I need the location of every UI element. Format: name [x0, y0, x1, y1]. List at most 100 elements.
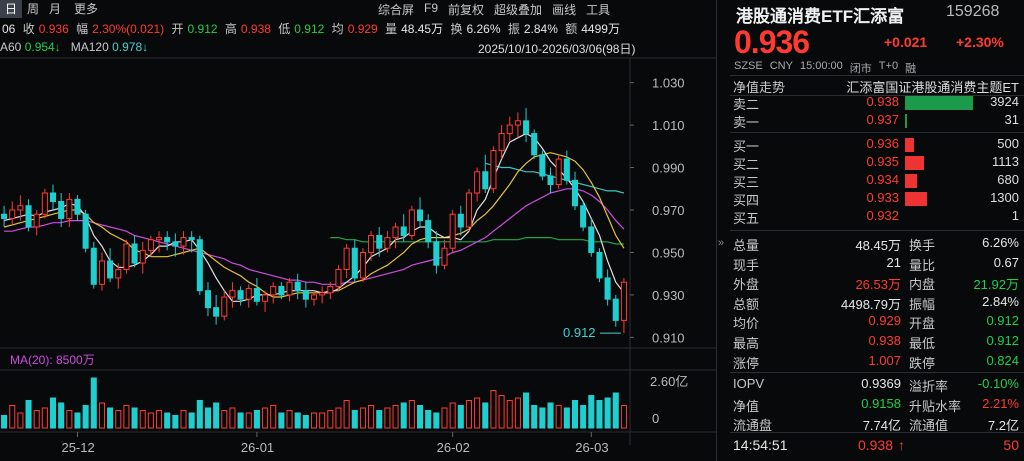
collapse-toggle-icon[interactable]: »: [718, 237, 725, 249]
candle-body: [66, 198, 73, 219]
stat-value: 26.53万: [855, 277, 901, 293]
candle-body: [41, 192, 48, 215]
candle-body: [221, 296, 228, 317]
candle-body: [139, 249, 146, 264]
volume-bar: [188, 412, 195, 429]
volume-bar: [905, 174, 917, 188]
orderbook-row[interactable]: 卖二 0.938 3924: [733, 94, 1019, 112]
price-change: +0.021: [884, 34, 928, 50]
volume-bar: [196, 400, 203, 429]
orderbook-row[interactable]: 买三 0.934 680: [733, 172, 1019, 190]
turn-value: 6.26%: [466, 22, 501, 36]
stat-label: 外盘: [733, 277, 760, 293]
ma60-line: [330, 237, 624, 245]
volume-max-label: 2.60亿: [650, 374, 688, 389]
candle-body: [596, 251, 603, 279]
summary-row: 流通盘 7.74亿 流通值 7.2亿: [733, 415, 1019, 433]
tab-day[interactable]: 日: [0, 0, 22, 18]
candle-body: [490, 150, 497, 190]
amt-label: 额: [565, 22, 578, 36]
orderbook-row[interactable]: 买二 0.935 1113: [733, 154, 1019, 172]
volume-bar: [262, 407, 269, 429]
volume-bar: [465, 400, 472, 429]
level-label: 卖二: [733, 97, 760, 112]
tab-month[interactable]: 月: [48, 2, 61, 16]
toolbar-draw-button[interactable]: 画线: [552, 3, 577, 17]
candle-body: [555, 158, 562, 186]
stat-value: 0.912: [986, 313, 1019, 329]
price-change-pct: +2.30%: [956, 34, 1004, 50]
candle-body: [115, 268, 122, 279]
volume-bar: [131, 407, 138, 429]
candle-body: [123, 243, 130, 270]
level-label: 买二: [733, 157, 760, 172]
price-axis: 1.030 1.010 0.990 0.970 0.950 0.930 0.910: [630, 76, 685, 345]
tab-week[interactable]: 周: [26, 2, 39, 16]
level-qty: 1: [1011, 208, 1019, 223]
stat-value: 0.67: [993, 254, 1019, 270]
volume-bar: [139, 410, 146, 429]
candle-body: [156, 237, 163, 241]
fund-nav-row[interactable]: 净值走势 汇添富国证港股通消费主题ET: [733, 77, 1019, 95]
toolbar-f9-button[interactable]: F9: [424, 1, 439, 15]
stat-label: 总额: [733, 296, 760, 312]
stat-label: 跌停: [909, 355, 936, 371]
close-value: 0.936: [38, 22, 69, 36]
volume-bar: [180, 410, 187, 429]
volume-bar: [905, 138, 914, 152]
volume-bar: [449, 402, 456, 429]
orderbook-row[interactable]: 买一 0.936 500: [733, 136, 1019, 154]
volume-bar: [327, 410, 334, 429]
kline-chart[interactable]: 1.030 1.010 0.990 0.970 0.950 0.930 0.910 2.60…: [0, 0, 716, 461]
stat-label: 涨停: [733, 355, 760, 371]
volume-bar: [539, 407, 546, 429]
volume-bar: [905, 114, 907, 128]
candle-body: [335, 268, 342, 287]
volume-bar: [286, 410, 293, 429]
candle-body: [514, 120, 521, 126]
high-label: 高: [224, 22, 237, 36]
market-meta: SZSE CNY 15:00:00 闭市 T+0 融: [734, 60, 916, 76]
orderbook-row[interactable]: 买五 0.932 1: [733, 208, 1019, 226]
price-tick-label: 1.030: [652, 76, 685, 91]
candle-body: [164, 237, 171, 243]
volume-bar: [172, 415, 179, 429]
stat-label: 均价: [733, 316, 760, 332]
volume-bar: [392, 405, 399, 429]
level-price: 0.937: [866, 112, 899, 127]
avg-value: 0.929: [347, 22, 378, 36]
ma120-line: [485, 162, 625, 194]
candle-body: [213, 307, 220, 317]
volume-bar: [514, 397, 521, 429]
level-label: 买一: [733, 139, 760, 154]
ma120-label: MA120: [70, 40, 109, 54]
volume-bar: [474, 397, 481, 429]
volume-bar: [416, 405, 424, 429]
toolbar-tools-button[interactable]: 工具: [586, 3, 611, 17]
stat-value: 7.2亿: [987, 418, 1019, 434]
volume-ma-label: MA(20): 8500万: [10, 353, 95, 367]
nav-trend-link[interactable]: 净值走势: [733, 80, 786, 95]
tab-more[interactable]: 更多: [73, 2, 98, 16]
volume-bar: [905, 156, 925, 170]
stat-label: 最低: [909, 336, 936, 351]
candle-body: [547, 175, 554, 186]
volume-bar: [506, 400, 513, 429]
candle-body: [327, 285, 334, 294]
toolbar-overview-button[interactable]: 综合屏: [378, 3, 415, 17]
toolbar-overlay-button[interactable]: 超级叠加: [494, 3, 543, 17]
toolbar-adjust-button[interactable]: 前复权: [448, 3, 485, 17]
volume-zero-label: 0: [652, 411, 659, 426]
amp-label: 幅: [76, 22, 89, 36]
orderbook-row[interactable]: 卖一 0.937 31: [733, 112, 1019, 130]
stat-value: 2.21%: [982, 395, 1019, 411]
candle-body: [620, 281, 627, 321]
candle-body: [286, 281, 293, 296]
orderbook-row[interactable]: 买四 0.933 1300: [733, 190, 1019, 208]
level-label: 买三: [733, 175, 760, 190]
volume-bar: [302, 415, 309, 429]
volume-bar: [523, 392, 530, 429]
market-status: 闭市: [849, 63, 872, 75]
stat-value: 21: [886, 254, 901, 270]
ma-lines: [3, 132, 625, 302]
